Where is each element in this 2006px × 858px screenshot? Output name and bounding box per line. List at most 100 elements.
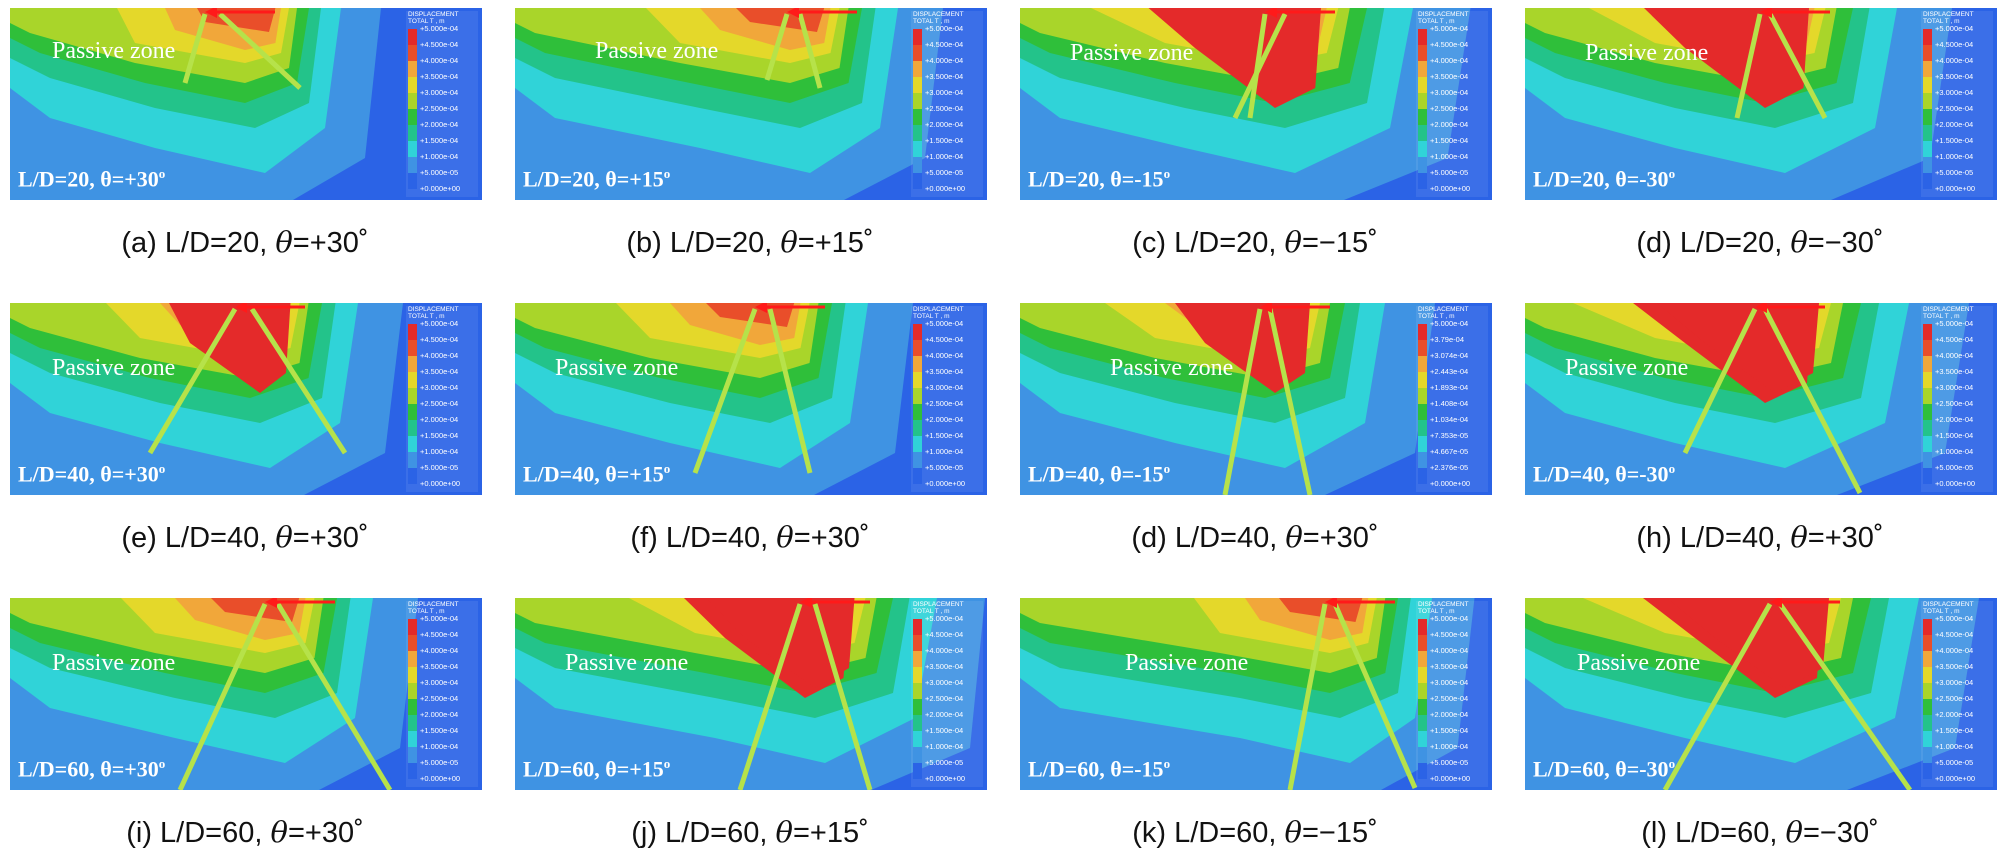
legend-tick-label: +4.500e-04 bbox=[1430, 40, 1469, 49]
caption-theta: θ bbox=[1790, 520, 1808, 554]
legend-tick-label: +0.000e+00 bbox=[1430, 184, 1471, 193]
pile bbox=[764, 13, 790, 81]
legend-tick-label: +2.000e-04 bbox=[1935, 120, 1974, 129]
legend-tick-label: +2.500e-04 bbox=[420, 104, 459, 113]
legend-tick-label: +5.000e-05 bbox=[1935, 168, 1974, 177]
legend-tick-label: +1.500e-04 bbox=[1935, 431, 1974, 440]
legend-tick-label: +2.500e-04 bbox=[1430, 694, 1469, 703]
pile bbox=[767, 308, 813, 474]
legend-title: DISPLACEMENT TOTAL T , m bbox=[913, 601, 964, 615]
case-label: L/D=20, θ=+15o bbox=[523, 165, 671, 191]
contour-panel: Passive zone L/D=20, θ=-30o DISPLACEMENT T… bbox=[1525, 8, 1997, 200]
legend-tick-label: +3.500e-04 bbox=[925, 367, 964, 376]
legend-tick-label: +0.000e+00 bbox=[1935, 479, 1976, 488]
displacement-contour bbox=[10, 8, 482, 200]
pile bbox=[1267, 308, 1313, 495]
legend-title: DISPLACEMENT TOTAL T , m bbox=[408, 601, 459, 615]
caption-prefix: (j) L/D=60, bbox=[631, 817, 776, 849]
legend-tick-label: +2.000e-04 bbox=[1430, 710, 1469, 719]
legend-tick-label: +3.000e-04 bbox=[1430, 678, 1469, 687]
legend-tick-label: +3.000e-04 bbox=[1935, 383, 1974, 392]
displacement-contour bbox=[1525, 8, 1997, 200]
caption-angle: =−15˚ bbox=[1301, 227, 1378, 259]
displacement-contour bbox=[515, 598, 987, 790]
legend-tick-label: +2.000e-04 bbox=[925, 710, 964, 719]
contour-panel: Passive zone L/D=60, θ=+15o DISPLACEMENT T… bbox=[515, 598, 987, 790]
legend-tick-label: +4.000e-04 bbox=[1935, 646, 1974, 655]
legend-tick-label: +2.000e-04 bbox=[420, 710, 459, 719]
caption-theta: θ bbox=[270, 815, 288, 849]
degree-superscript: o bbox=[1668, 460, 1676, 476]
color-legend: DISPLACEMENT TOTAL T , m +5.000e-04 +4.500… bbox=[911, 11, 983, 197]
legend-tick-label: +4.000e-04 bbox=[1430, 646, 1469, 655]
legend-title: DISPLACEMENT TOTAL T , m bbox=[408, 306, 459, 320]
legend-tick-label: +3.79e-04 bbox=[1430, 335, 1464, 344]
legend-tick-label: +3.500e-04 bbox=[1935, 662, 1974, 671]
panel-caption: (d) L/D=20, θ=−30˚ bbox=[1525, 225, 1995, 260]
legend-tick-label: +3.000e-04 bbox=[420, 678, 459, 687]
pile bbox=[147, 307, 238, 455]
pile bbox=[218, 12, 302, 90]
load-arrow-head bbox=[787, 8, 799, 18]
caption-theta: θ bbox=[775, 815, 793, 849]
caption-angle: =+15˚ bbox=[792, 817, 869, 849]
degree-superscript: o bbox=[158, 165, 166, 181]
legend-tick-label: +3.500e-04 bbox=[925, 72, 964, 81]
caption-prefix: (d) L/D=40, bbox=[1131, 522, 1286, 554]
legend-tick-label: +1.000e-04 bbox=[420, 447, 459, 456]
displacement-contour bbox=[1020, 8, 1492, 200]
load-arrow-head bbox=[755, 303, 767, 313]
degree-superscript: o bbox=[158, 755, 166, 771]
legend-colorbar bbox=[913, 619, 922, 779]
legend-tick-label: +0.000e+00 bbox=[925, 774, 966, 783]
pile bbox=[1332, 603, 1418, 789]
passive-zone-label: Passive zone bbox=[1565, 355, 1689, 381]
caption-prefix: (k) L/D=60, bbox=[1132, 817, 1285, 849]
legend-tick-label: +2.000e-04 bbox=[1935, 415, 1974, 424]
displacement-contour bbox=[1525, 303, 1997, 495]
legend-tick-label: +1.000e-04 bbox=[925, 152, 964, 161]
legend-tick-label: +3.500e-04 bbox=[1935, 367, 1974, 376]
legend-colorbar bbox=[913, 324, 922, 484]
legend-tick-label: +2.000e-04 bbox=[925, 120, 964, 129]
pile bbox=[1767, 12, 1828, 120]
panel-caption: (k) L/D=60, θ=−15˚ bbox=[1020, 815, 1490, 850]
legend-tick-label: +1.000e-04 bbox=[420, 152, 459, 161]
legend-tick-label: +4.000e-04 bbox=[420, 56, 459, 65]
legend-tick-label: +1.500e-04 bbox=[1430, 726, 1469, 735]
legend-tick-label: +5.000e-05 bbox=[925, 463, 964, 472]
caption-angle: =+15˚ bbox=[797, 227, 874, 259]
legend-tick-label: +5.000e-04 bbox=[420, 24, 459, 33]
legend-tick-label: +5.000e-05 bbox=[925, 758, 964, 767]
color-legend: DISPLACEMENT TOTAL T , m +5.000e-04 +4.500… bbox=[406, 11, 478, 197]
legend-tick-label: +5.000e-05 bbox=[1430, 168, 1469, 177]
legend-tick-label: +4.500e-04 bbox=[1935, 630, 1974, 639]
contour-panel: Passive zone L/D=40, θ=-15o DISPLACEMENT T… bbox=[1020, 303, 1492, 495]
legend-title: DISPLACEMENT TOTAL T , m bbox=[1923, 306, 1974, 320]
caption-theta: θ bbox=[1285, 520, 1303, 554]
color-legend: DISPLACEMENT TOTAL T , m +5.000e-04 +3.79e… bbox=[1416, 306, 1488, 492]
passive-zone-label: Passive zone bbox=[1070, 40, 1194, 66]
displacement-contour bbox=[515, 8, 987, 200]
legend-tick-label: +4.500e-04 bbox=[420, 335, 459, 344]
legend-tick-label: +2.376e-05 bbox=[1430, 463, 1469, 472]
legend-tick-label: +1.408e-04 bbox=[1430, 399, 1469, 408]
caption-angle: =+30˚ bbox=[287, 817, 364, 849]
legend-tick-label: +3.500e-04 bbox=[420, 662, 459, 671]
legend-tick-label: +1.500e-04 bbox=[420, 136, 459, 145]
caption-theta: θ bbox=[776, 520, 794, 554]
displacement-contour bbox=[1020, 598, 1492, 790]
legend-tick-label: +4.000e-04 bbox=[925, 351, 964, 360]
legend-colorbar bbox=[1418, 29, 1427, 189]
legend-tick-label: +1.000e-04 bbox=[1935, 447, 1974, 456]
pile bbox=[797, 13, 823, 89]
pile bbox=[812, 603, 873, 790]
legend-tick-label: +4.500e-04 bbox=[925, 335, 964, 344]
degree-superscript: o bbox=[1668, 165, 1676, 181]
degree-superscript: o bbox=[1163, 460, 1171, 476]
legend-tick-label: +3.500e-04 bbox=[1430, 72, 1469, 81]
legend-tick-label: +4.000e-04 bbox=[1430, 56, 1469, 65]
contour-panel: Passive zone L/D=60, θ=+30o DISPLACEMENT T… bbox=[10, 598, 482, 790]
pile bbox=[1662, 602, 1773, 790]
legend-tick-label: +0.000e+00 bbox=[1430, 479, 1471, 488]
